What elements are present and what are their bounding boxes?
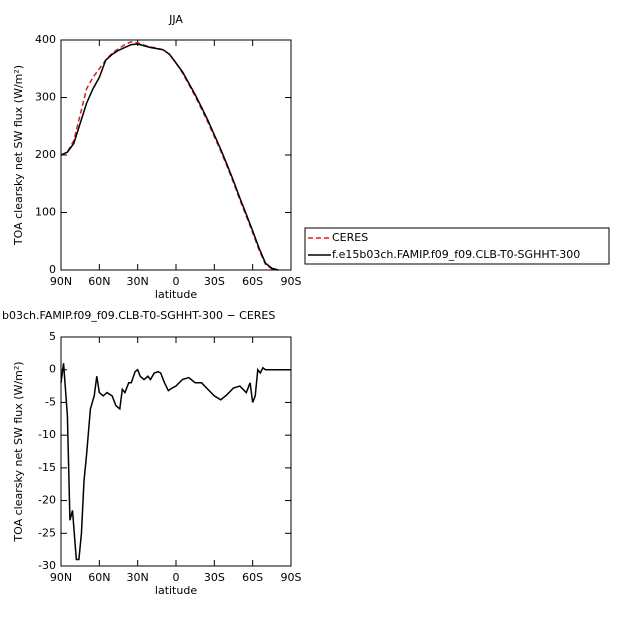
y-axis-label: TOA clearsky net SW flux (W/m²) xyxy=(12,65,25,246)
x-tick-label: 90S xyxy=(281,571,302,584)
legend-label: CERES xyxy=(332,231,368,244)
x-tick-label: 30N xyxy=(127,275,149,288)
y-tick-label: -15 xyxy=(38,461,56,474)
x-tick-label: 90N xyxy=(50,275,72,288)
y-axis-label: TOA clearsky net SW flux (W/m²) xyxy=(12,361,25,542)
x-axis-label: latitude xyxy=(155,584,197,597)
x-tick-label: 60N xyxy=(88,275,110,288)
x-tick-label: 60S xyxy=(242,275,263,288)
y-tick-label: 300 xyxy=(35,91,56,104)
y-tick-label: -5 xyxy=(45,395,56,408)
y-tick-label: -10 xyxy=(38,428,56,441)
y-tick-label: -30 xyxy=(38,559,56,572)
data-line xyxy=(60,363,291,561)
y-tick-label: 5 xyxy=(49,330,56,343)
legend-box xyxy=(304,227,610,265)
x-tick-label: 0 xyxy=(173,275,180,288)
x-tick-label: 0 xyxy=(173,571,180,584)
data-line xyxy=(60,40,279,271)
chart-title: JJA xyxy=(168,13,183,26)
data-line xyxy=(60,43,279,271)
plot-frame xyxy=(60,336,292,567)
x-tick-label: 90S xyxy=(281,275,302,288)
y-tick-label: 0 xyxy=(49,363,56,376)
x-tick-label: 30N xyxy=(127,571,149,584)
y-tick-label: 0 xyxy=(49,263,56,276)
x-axis-label: latitude xyxy=(155,288,197,301)
x-tick-label: 30S xyxy=(204,571,225,584)
x-tick-label: 30S xyxy=(204,275,225,288)
legend-label: f.e15b03ch.FAMIP.f09_f09.CLB-T0-SGHHT-30… xyxy=(332,248,580,261)
x-tick-label: 90N xyxy=(50,571,72,584)
y-tick-label: 400 xyxy=(35,33,56,46)
y-tick-label: 200 xyxy=(35,148,56,161)
x-tick-label: 60N xyxy=(88,571,110,584)
chart-title: b03ch.FAMIP.f09_f09.CLB-T0-SGHHT-300 − C… xyxy=(2,309,275,322)
plot-frame xyxy=(60,39,292,271)
x-tick-label: 60S xyxy=(242,571,263,584)
y-tick-label: -25 xyxy=(38,526,56,539)
y-tick-label: 100 xyxy=(35,206,56,219)
y-tick-label: -20 xyxy=(38,494,56,507)
